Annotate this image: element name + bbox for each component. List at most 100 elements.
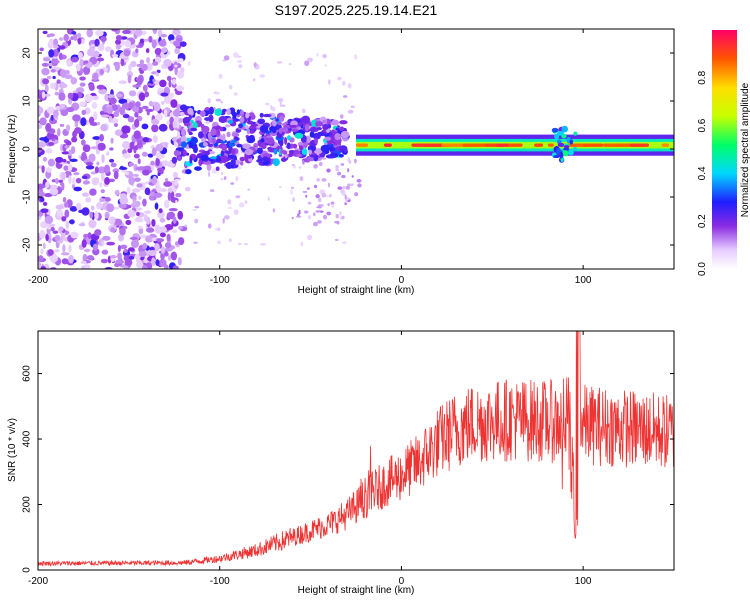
heatmap-cell	[40, 266, 46, 269]
heatmap-cell	[192, 208, 197, 212]
heatmap-cell	[160, 252, 165, 260]
heatmap-cell	[289, 124, 298, 128]
heatmap-cell	[96, 202, 103, 210]
heatmap-cell	[75, 87, 85, 94]
heatmap-cell	[238, 64, 243, 69]
heatmap-cell	[244, 148, 254, 156]
heatmap-cell	[122, 141, 130, 150]
heatmap-cell	[151, 189, 158, 193]
heatmap-cell	[66, 60, 72, 67]
heatmap-cell	[562, 150, 569, 157]
heatmap-cell	[41, 62, 49, 67]
heatmap-cell	[260, 243, 267, 246]
heatmap-cell	[150, 178, 158, 184]
heatmap-cell	[77, 38, 82, 45]
snr-x-tick-label: 0	[399, 576, 405, 587]
heatmap-cell	[142, 136, 150, 143]
heatmap-cell	[76, 202, 82, 211]
heatmap-cell	[188, 114, 193, 120]
heatmap-cell	[93, 111, 98, 121]
heatmap-cell	[161, 101, 165, 105]
heatmap-cell	[123, 249, 128, 253]
heatmap-cell	[306, 234, 313, 241]
heatmap-cell	[95, 29, 104, 37]
heatmap-cell	[70, 77, 78, 85]
heatmap-cell	[179, 111, 185, 117]
heatmap-cell	[172, 216, 177, 224]
heatmap-cell	[211, 168, 218, 174]
snr-plot-area	[38, 331, 674, 570]
heatmap-cell	[115, 93, 123, 98]
heatmap-cell	[64, 209, 70, 218]
heatmap-cell	[60, 69, 67, 78]
heatmap-cell	[110, 162, 117, 168]
heatmap-cell	[226, 131, 231, 138]
heatmap-cell	[157, 172, 161, 177]
heatmap-cell	[101, 114, 110, 118]
heatmap-cell	[322, 53, 327, 59]
heatmap-cell	[85, 161, 94, 166]
heatmap-cell	[336, 220, 340, 225]
heatmap-cell	[69, 205, 78, 212]
heatmap-cell	[135, 48, 139, 54]
heatmap-cell	[128, 90, 137, 97]
heatmap-cell	[144, 187, 151, 196]
heatmap-cell	[164, 141, 168, 150]
heatmap-cell	[315, 194, 320, 199]
heatmap-cell	[200, 137, 207, 143]
heatmap-cell	[166, 211, 176, 220]
heatmap-cell	[220, 172, 224, 176]
heatmap-cell	[48, 38, 55, 48]
heatmap-cell	[246, 128, 250, 135]
heatmap-cell	[299, 176, 304, 182]
heatmap-cell	[63, 33, 69, 42]
heatmap-cell	[184, 224, 188, 228]
heatmap-cell	[50, 82, 57, 89]
heatmap-cell	[82, 264, 91, 269]
heatmap-cell	[276, 60, 283, 64]
heatmap-cell	[350, 183, 354, 186]
heatmap-cell	[216, 240, 222, 245]
heatmap-cell	[152, 78, 156, 83]
heatmap-cell	[128, 162, 135, 167]
heatmap-cell	[340, 216, 343, 220]
heatmap-cell	[100, 36, 107, 42]
heatmap-cell	[208, 150, 215, 155]
heatmap-cell	[79, 67, 84, 74]
heatmap-cell	[279, 115, 285, 122]
heatmap-cell	[104, 266, 113, 269]
heatmap-cell	[277, 121, 282, 126]
heatmap-cell	[283, 124, 292, 129]
heatmap-cell	[151, 257, 156, 267]
heatmap-cell	[84, 94, 93, 103]
heatmap-cell	[174, 178, 181, 182]
heatmap-cell	[144, 210, 152, 214]
heatmap-cell	[59, 144, 64, 152]
heatmap-cell	[135, 101, 141, 108]
heatmap-cell	[190, 136, 198, 144]
heatmap-cell	[172, 78, 177, 85]
heatmap-cell	[144, 235, 154, 243]
heatmap-cell	[47, 249, 54, 256]
heatmap-cell	[557, 142, 565, 148]
heatmap-cell	[209, 156, 217, 160]
colorbar: 0.0 0.2 0.4 0.6 0.8 Normalized spectral ampl…	[697, 30, 750, 276]
heatmap-cell	[38, 255, 44, 263]
heatmap-cell	[184, 186, 191, 192]
snr-y-axis: 0 200 400 600	[22, 365, 674, 573]
heatmap-cell	[44, 93, 51, 97]
heatmap-cell	[58, 45, 66, 50]
heatmap-cell	[153, 102, 161, 112]
heatmap-cell	[53, 109, 59, 118]
heatmap-cell	[141, 169, 150, 176]
heatmap-cell	[230, 164, 234, 169]
heatmap-cell	[160, 246, 166, 254]
heatmap-cell	[563, 145, 570, 149]
heatmap-cell	[342, 193, 346, 196]
heatmap-cell	[271, 127, 277, 134]
heatmap-x-tick-label: -200	[28, 275, 48, 286]
heatmap-cell	[50, 226, 55, 232]
heatmap-cell	[153, 243, 160, 252]
heatmap-cell	[330, 152, 336, 157]
heatmap-cell	[342, 241, 347, 244]
